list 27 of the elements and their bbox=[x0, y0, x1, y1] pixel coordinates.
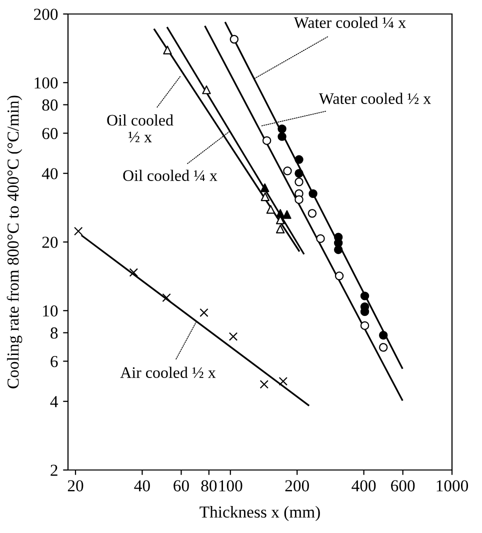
x-axis-title: Thickness x (mm) bbox=[200, 506, 320, 522]
annotation: Oil cooled ½ x bbox=[107, 114, 174, 142]
y-tick-label: 80 bbox=[42, 99, 58, 111]
x-tick-label: 600 bbox=[391, 480, 415, 492]
x-tick-label: 400 bbox=[352, 480, 376, 492]
annotation: Water cooled ¼ x bbox=[294, 16, 406, 28]
y-tick-label: 4 bbox=[50, 396, 58, 408]
y-tick-label: 8 bbox=[50, 327, 58, 339]
annotation: Oil cooled ¼ x bbox=[123, 170, 218, 181]
y-tick-label: 2 bbox=[50, 464, 58, 476]
x-tick-label: 1000 bbox=[436, 480, 468, 492]
x-tick-label: 80 bbox=[201, 480, 217, 492]
x-tick-label: 200 bbox=[285, 480, 309, 492]
y-tick-label: 20 bbox=[42, 236, 58, 248]
y-tick-label: 40 bbox=[42, 168, 58, 180]
y-axis-title: Cooling rate from 800°C to 400°C (°C/min) bbox=[6, 96, 22, 388]
x-tick-label: 20 bbox=[68, 480, 84, 492]
y-tick-label: 100 bbox=[34, 77, 58, 89]
y-tick-label: 10 bbox=[43, 305, 58, 317]
y-tick-label: 60 bbox=[42, 128, 58, 140]
annotation: Water cooled ½ x bbox=[318, 92, 431, 104]
y-tick-label: 6 bbox=[50, 356, 58, 368]
x-tick-label: 100 bbox=[219, 480, 242, 492]
x-tick-label: 40 bbox=[134, 480, 150, 492]
y-tick-label: 200 bbox=[34, 8, 58, 20]
x-tick-label: 60 bbox=[174, 480, 189, 492]
annotation: Air cooled ½ x bbox=[120, 366, 216, 378]
